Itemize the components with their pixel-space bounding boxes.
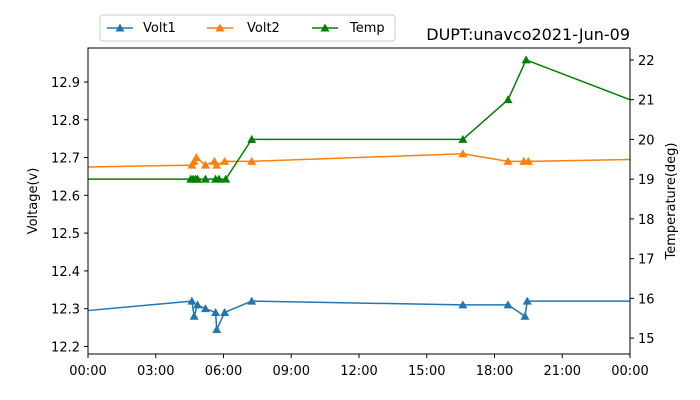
y-right-tick-label: 22 [638, 54, 655, 69]
y-right-tick-label: 16 [638, 292, 655, 307]
y-left-tick-label: 12.9 [51, 76, 80, 91]
series-volt2-point [247, 156, 257, 165]
x-tick-label: 09:00 [273, 364, 310, 379]
y-left-tick-label: 12.4 [51, 265, 80, 280]
series-temp-point [247, 134, 257, 143]
series-volt1-point [220, 307, 230, 316]
y-left-tick-label: 12.6 [51, 189, 80, 204]
series-volt1-point [200, 304, 210, 313]
series-temp-point [193, 174, 203, 183]
y-right-tick-label: 15 [638, 332, 655, 347]
series-volt1-point [193, 300, 203, 309]
legend-temp-label: Temp [349, 21, 385, 36]
series-volt2-point [503, 156, 513, 165]
x-tick-label: 21:00 [544, 364, 581, 379]
x-tick-label: 18:00 [476, 364, 513, 379]
series-temp-point [221, 174, 231, 183]
series-temp-point [200, 174, 210, 183]
series-volt1-point [189, 311, 199, 320]
series-temp-point [521, 55, 531, 64]
series-volt1-point [187, 296, 197, 305]
series-volt1-point [520, 311, 530, 320]
y-axis-right-label: Temperature(deg) [664, 143, 679, 261]
legend-volt2-label: Volt2 [247, 21, 280, 36]
x-tick-label: 00:00 [611, 364, 648, 379]
x-tick-label: 06:00 [205, 364, 242, 379]
axes-layer: 00:00 03:00 06:00 09:00 12:00 15:00 18:00 21:00… [51, 54, 655, 379]
y-right-tick-label: 17 [638, 253, 655, 268]
series-volt2-point [220, 156, 230, 165]
series-volt1-point [458, 300, 468, 309]
legend-frame [99, 14, 396, 42]
series-volt1-point [503, 300, 513, 309]
x-tick-label: 00:00 [69, 364, 106, 379]
y-right-tick-label: 21 [638, 94, 655, 109]
series-volt1-point [522, 296, 532, 305]
series-temp-point [503, 95, 513, 104]
series-volt2-point [458, 149, 468, 158]
y-left-tick-label: 12.8 [51, 114, 80, 129]
series-volt2-point [200, 160, 210, 169]
legend-volt1-marker [115, 23, 125, 32]
series-volt2-point [523, 156, 533, 165]
y-left-tick-label: 12.5 [51, 227, 80, 242]
legend-volt2-marker [215, 23, 225, 32]
series-volt2-point [191, 153, 201, 162]
y-left-tick-label: 12.3 [51, 303, 80, 318]
series-volt1-point [211, 307, 221, 316]
chart-title: DUPT:unavco2021-Jun-09 [426, 25, 630, 44]
legend: Volt1 Volt2 Temp [99, 14, 396, 42]
y-right-tick-label: 18 [638, 213, 655, 228]
legend-volt1-label: Volt1 [143, 21, 176, 36]
x-tick-label: 03:00 [137, 364, 174, 379]
y-left-tick-label: 12.7 [51, 152, 80, 167]
legend-temp-marker [320, 23, 330, 32]
y-axis-left-label: Voltage(v) [26, 168, 41, 235]
series-layer [87, 55, 631, 333]
y-left-tick-label: 12.2 [51, 340, 80, 355]
series-temp-point [458, 134, 468, 143]
series-volt2-point [212, 160, 222, 169]
series-temp-point [214, 174, 224, 183]
series-volt1-point [212, 324, 222, 333]
x-tick-label: 15:00 [408, 364, 445, 379]
x-tick-label: 12:00 [340, 364, 377, 379]
series-volt1-point [247, 296, 257, 305]
y-right-tick-label: 19 [638, 173, 655, 188]
y-right-tick-label: 20 [638, 133, 655, 148]
